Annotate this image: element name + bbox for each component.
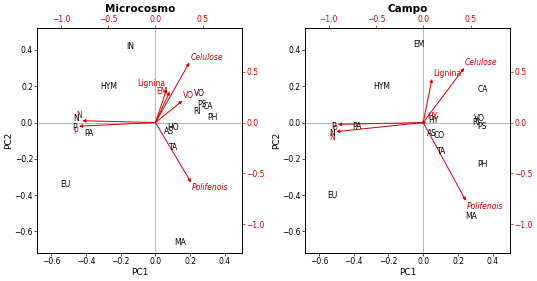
Text: RI: RI: [194, 107, 201, 116]
Text: PH: PH: [208, 113, 218, 122]
Text: MA: MA: [175, 238, 186, 247]
Text: Celulose: Celulose: [465, 58, 498, 67]
Text: Lignina: Lignina: [433, 69, 461, 78]
Text: P: P: [332, 122, 336, 131]
Text: HYM: HYM: [373, 82, 390, 91]
X-axis label: PC1: PC1: [131, 268, 148, 277]
Text: N: N: [330, 133, 336, 142]
Text: EM: EM: [413, 40, 424, 49]
Text: PS: PS: [477, 122, 487, 131]
Text: HY: HY: [427, 112, 438, 121]
Text: TA: TA: [169, 144, 179, 153]
Text: AS: AS: [427, 129, 437, 138]
Text: IN: IN: [126, 42, 134, 51]
X-axis label: Microcosmo: Microcosmo: [105, 4, 175, 14]
Text: VO: VO: [183, 91, 194, 100]
Text: VO: VO: [194, 89, 205, 98]
Text: VO: VO: [474, 114, 485, 123]
Text: Celulose: Celulose: [190, 53, 223, 62]
Y-axis label: PC2: PC2: [272, 132, 281, 149]
Text: EU: EU: [60, 180, 70, 189]
Text: RI: RI: [472, 118, 480, 127]
X-axis label: PC1: PC1: [399, 268, 416, 277]
Y-axis label: PC2: PC2: [4, 132, 13, 149]
Text: N: N: [329, 129, 335, 138]
Text: EU: EU: [328, 191, 338, 200]
Text: TA: TA: [437, 147, 446, 156]
Text: Lignina: Lignina: [138, 79, 166, 88]
Text: PH: PH: [477, 160, 488, 169]
Text: P: P: [72, 123, 77, 132]
Text: PA: PA: [84, 129, 93, 138]
Text: HYM: HYM: [100, 82, 117, 91]
Text: PS: PS: [197, 100, 207, 109]
Text: CA: CA: [202, 102, 213, 111]
Text: HO: HO: [168, 123, 179, 132]
Text: Polifenois: Polifenois: [192, 183, 228, 192]
Text: MA: MA: [465, 212, 477, 221]
Text: N: N: [73, 114, 79, 123]
Text: P: P: [332, 125, 337, 134]
Text: CO: CO: [434, 131, 445, 140]
X-axis label: Campo: Campo: [387, 4, 428, 14]
Text: EM: EM: [157, 87, 168, 96]
Text: PA: PA: [352, 122, 361, 131]
Text: P: P: [74, 127, 78, 136]
Text: HY: HY: [429, 116, 439, 125]
Text: Polifenois: Polifenois: [467, 201, 503, 210]
Text: CA: CA: [477, 85, 488, 94]
Text: N: N: [76, 111, 82, 120]
Text: AS: AS: [164, 127, 174, 136]
